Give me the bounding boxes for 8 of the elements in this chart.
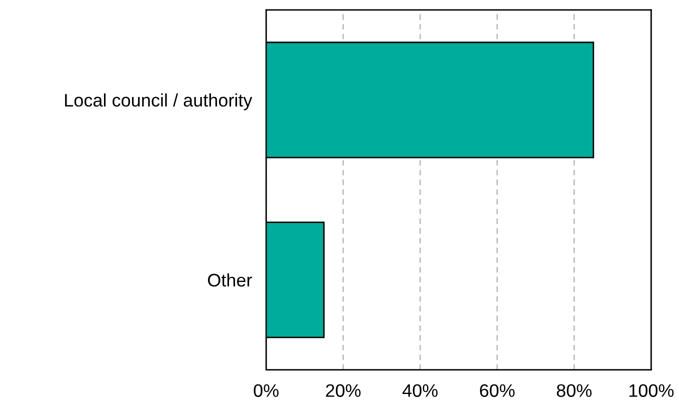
x-tick-label: 40% [402, 384, 438, 397]
x-tick-label: 60% [480, 384, 515, 397]
x-tick-label: 0% [254, 384, 279, 397]
x-tick-label: 100% [629, 384, 674, 397]
x-tick-label: 20% [326, 384, 361, 397]
x-tick-label: 80% [556, 384, 592, 397]
y-tick-label: Other [208, 273, 252, 287]
y-tick-label: Local council / authority [65, 93, 252, 110]
